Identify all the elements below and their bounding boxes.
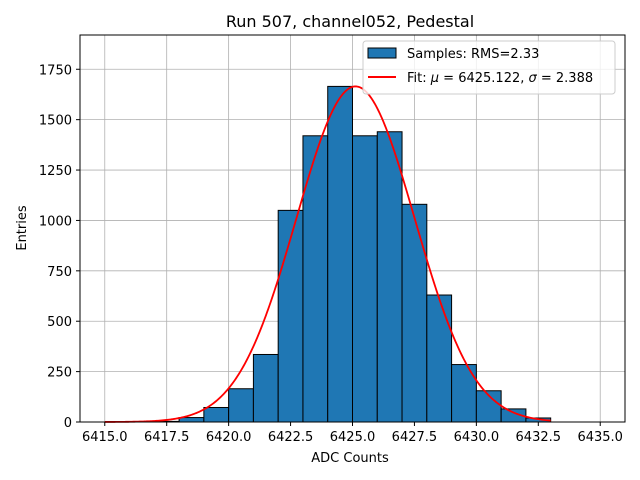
legend: Samples: RMS=2.33 Fit: μ = 6425.122, σ =… <box>362 40 616 95</box>
x-tick-label: 6432.5 <box>516 430 562 445</box>
histogram-bar <box>401 203 428 423</box>
x-tick-label: 6422.5 <box>268 430 314 445</box>
x-axis-label: ADC Counts <box>311 451 389 466</box>
histogram-bar <box>426 294 453 423</box>
chart-title: Run 507, channel052, Pedestal <box>226 12 474 31</box>
x-tick-label: 6420.0 <box>206 430 252 445</box>
legend-histogram-label: Samples: RMS=2.33 <box>407 47 539 62</box>
x-tick-label: 6417.5 <box>144 430 190 445</box>
y-axis-label: Entries <box>15 205 30 251</box>
x-tick-label: 6430.0 <box>454 430 500 445</box>
y-axis: 0 250 500 750 1000 1250 1500 1750 <box>39 63 80 431</box>
x-tick-label: 6415.0 <box>82 430 128 445</box>
histogram-bar <box>178 417 205 423</box>
x-axis: 6415.0 6417.5 6420.0 6422.5 6425.0 6427.5 6430… <box>82 422 623 445</box>
fit-curve-group <box>104 85 551 423</box>
y-tick-label: 1250 <box>39 164 72 179</box>
y-tick-label: 1000 <box>39 214 72 229</box>
legend-histogram-swatch <box>367 47 397 59</box>
y-tick-label: 0 <box>64 416 72 431</box>
y-tick-label: 500 <box>47 315 72 330</box>
x-tick-label: 6427.5 <box>392 430 438 445</box>
histogram-bar <box>327 85 353 423</box>
histogram-bars <box>153 85 552 423</box>
histogram-bar <box>376 131 403 423</box>
histogram-bar <box>228 388 254 423</box>
histogram-bar <box>203 406 230 423</box>
legend-fit-label: Fit: μ = 6425.122, σ = 2.388 <box>407 71 593 86</box>
histogram-bar <box>352 135 378 423</box>
fit-curve <box>104 85 551 423</box>
y-tick-label: 1500 <box>39 114 72 129</box>
legend-box <box>362 40 616 95</box>
y-tick-label: 750 <box>47 265 72 280</box>
histogram-bar <box>277 209 304 423</box>
y-tick-label: 1750 <box>39 63 72 78</box>
histogram-bar <box>252 353 279 423</box>
y-tick-label: 250 <box>47 366 72 381</box>
x-tick-label: 6425.0 <box>330 430 376 445</box>
histogram-bar <box>302 135 329 423</box>
x-tick-label: 6435.0 <box>577 430 623 445</box>
